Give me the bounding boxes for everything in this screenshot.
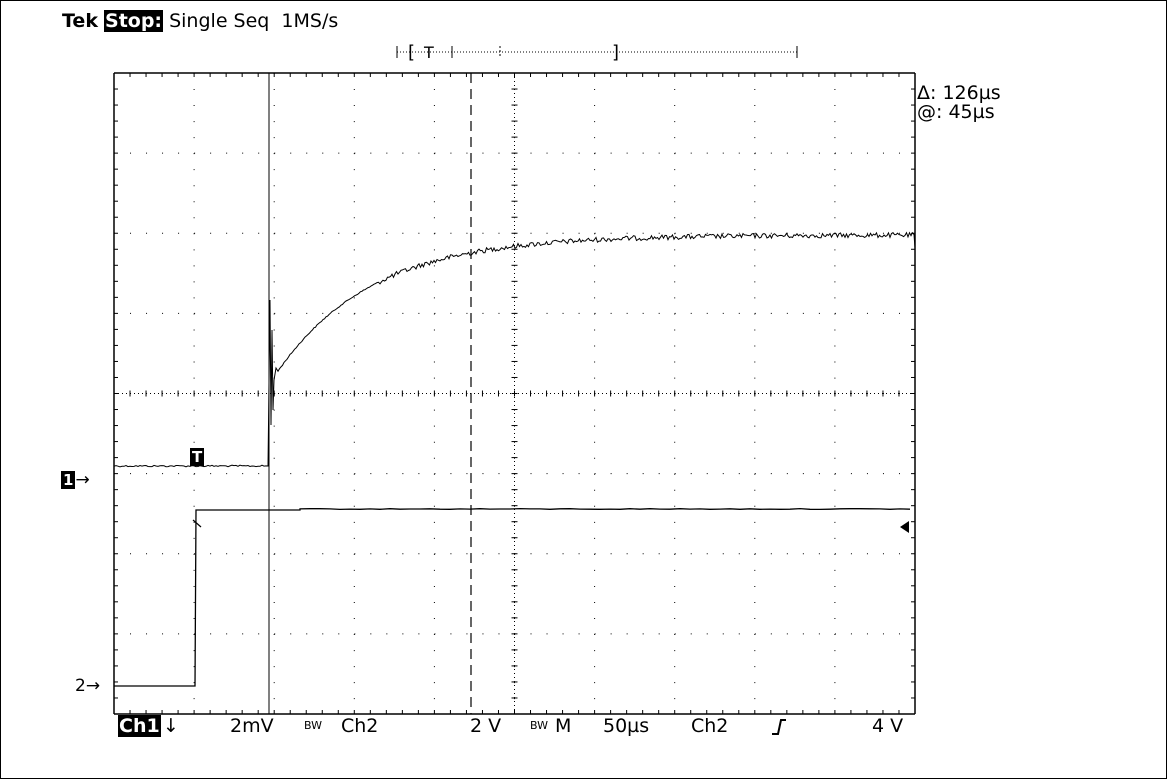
sample-rate: 1MS/s	[281, 10, 339, 32]
ch2-waveform	[114, 507, 911, 687]
right-arrow-icon: →	[75, 470, 90, 490]
record-bracket-left: [	[408, 42, 415, 63]
bw-limit-icon: BW	[304, 719, 323, 732]
record-bracket-right: ]	[612, 42, 619, 63]
cursor-delta-readout: Δ: 126µs	[917, 82, 1001, 104]
down-arrow-icon: ↓	[163, 715, 179, 737]
ch1-label: Ch1	[118, 715, 161, 737]
cursor-position-readout: @: 45µs	[917, 101, 995, 123]
status-header: Tek Stop: Single Seq 1MS/s	[62, 10, 338, 32]
ch2-scale: 2 V	[470, 715, 502, 737]
bw-limit-icon: BW	[530, 719, 549, 732]
timebase-label: M	[555, 715, 572, 737]
trigger-point-tick	[192, 519, 202, 528]
rising-edge-icon	[772, 719, 786, 735]
record-position-indicator: [ T ]	[396, 42, 798, 63]
ch2-label: Ch2	[341, 715, 379, 737]
acquisition-state-badge: Stop:	[104, 10, 164, 32]
trigger-level-arrow-icon[interactable]	[900, 521, 909, 533]
right-arrow-icon: →	[85, 676, 101, 696]
record-trigger-marker: T	[423, 43, 434, 62]
ch1-waveform	[113, 231, 916, 468]
trigger-marker: T	[190, 448, 205, 466]
graticule	[113, 72, 916, 715]
acquisition-mode: Single Seq	[169, 10, 270, 32]
trigger-level: 4 V	[872, 715, 904, 737]
ch1-ground-marker[interactable]: 1 →	[61, 470, 90, 490]
brand-label: Tek	[62, 10, 98, 32]
ch2-ground-marker[interactable]: 2→	[75, 676, 101, 696]
timebase-value: 50µs	[603, 715, 650, 737]
ch1-scale: 2mV	[230, 715, 274, 737]
trigger-source: Ch2	[691, 715, 729, 737]
